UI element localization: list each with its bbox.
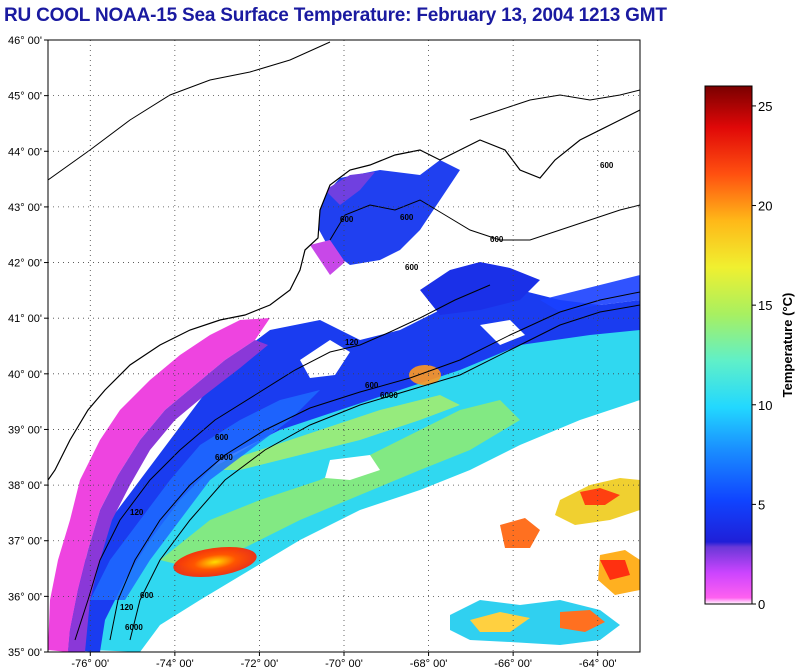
lat-label: 38° 00': [8, 480, 42, 492]
warm-patch-se-6: [470, 612, 530, 632]
border-line: [48, 41, 331, 181]
colorbar-tick-label: 20: [758, 199, 772, 214]
shelf-water-blue-2: [90, 390, 320, 600]
contour-label: 6000: [215, 453, 233, 462]
colorbar-tick-label: 10: [758, 398, 772, 413]
cloud-gap-1: [300, 340, 350, 378]
warm-patch-se-7: [560, 610, 605, 632]
contour-label: 600: [490, 235, 504, 244]
lat-label: 42° 00': [8, 258, 42, 270]
colorbar-ticks: 0 5 10 15 20 25: [752, 99, 772, 612]
shelf-water-blue: [60, 290, 640, 652]
contour-label: 600: [405, 263, 419, 272]
contour-labels: 120 600 6000 120 600 6000 600 600 600 12…: [120, 161, 614, 632]
lat-label: 40° 00': [8, 369, 42, 381]
contour-label: 120: [120, 603, 134, 612]
lat-label: 43° 00': [8, 202, 42, 214]
lon-label: -68° 00': [410, 658, 448, 670]
lon-label: -64° 00': [579, 658, 617, 670]
colorbar: 0 5 10 15 20 25 Temperature (°C): [704, 85, 795, 612]
contour-label: 600: [365, 381, 379, 390]
gom-magenta-patch: [310, 240, 345, 275]
coastal-cold-water: [48, 318, 270, 652]
lat-label: 36° 00': [8, 591, 42, 603]
warm-patch-se-8: [600, 560, 630, 580]
warm-eddy: [173, 546, 257, 578]
lon-label: -66° 00': [494, 658, 532, 670]
warm-patch-se-3: [500, 518, 540, 548]
contour-6000: [129, 304, 640, 641]
warm-patch-se-2: [580, 488, 620, 505]
graticule-grid: [48, 40, 640, 652]
contour-label: 600: [340, 215, 354, 224]
contour-label: 600: [600, 161, 614, 170]
colorbar-tick-label: 0: [758, 597, 765, 612]
cloud-gap-4: [325, 455, 380, 480]
lat-label: 39° 00': [8, 424, 42, 436]
colorbar-tick-label: 25: [758, 99, 772, 114]
land-mass: [48, 40, 640, 480]
contour-600: [109, 291, 640, 641]
contour-label: 600: [400, 213, 414, 222]
cloud-gap-2: [378, 280, 425, 315]
lat-label: 37° 00': [8, 536, 42, 548]
lon-label: -72° 00': [241, 658, 279, 670]
lat-label: 41° 00': [8, 313, 42, 325]
lat-label: 45° 00': [8, 91, 42, 103]
contour-label: 6000: [125, 623, 143, 632]
contour-120: [74, 284, 491, 641]
georges-bank-water: [420, 262, 540, 315]
contour-label: 600: [140, 591, 154, 600]
map-title: RU COOL NOAA-15 Sea Surface Temperature:…: [4, 5, 667, 26]
contour-label: 600: [215, 433, 229, 442]
coastline-contours: [48, 41, 640, 641]
cloud-gap-3: [480, 320, 525, 345]
lon-label: -74° 00': [156, 658, 194, 670]
scotian-contour: [469, 89, 640, 121]
contour-label: 6000: [380, 391, 398, 400]
latitude-labels: 46° 00' 45° 00' 44° 00' 43° 00' 42° 00' 41° 0…: [8, 35, 48, 659]
green-band-2: [200, 395, 460, 470]
contour-label: 120: [345, 338, 359, 347]
lat-label: 44° 00': [8, 146, 42, 158]
lat-label: 46° 00': [8, 35, 42, 47]
colorbar-bar: [704, 85, 753, 605]
gom-violet-patch: [325, 172, 375, 205]
coastline: [48, 109, 640, 481]
sst-data-layer: [48, 160, 640, 652]
gulf-maine-contour: [329, 199, 640, 241]
lon-label: -76° 00': [71, 658, 109, 670]
colorbar-tick-label: 15: [758, 298, 772, 313]
lat-label: 35° 00': [8, 647, 42, 659]
scotian-shelf-water: [540, 275, 640, 312]
lon-label: -70° 00': [325, 658, 363, 670]
coastal-violet-band: [68, 340, 268, 652]
green-warm-zone: [160, 400, 520, 570]
colorbar-label: Temperature (°C): [780, 293, 795, 398]
contour-label: 120: [130, 508, 144, 517]
longitude-labels: -76° 00' -74° 00' -72° 00' -70° 00' -68° 00'…: [71, 652, 617, 670]
colorbar-tick-label: 5: [758, 497, 765, 512]
